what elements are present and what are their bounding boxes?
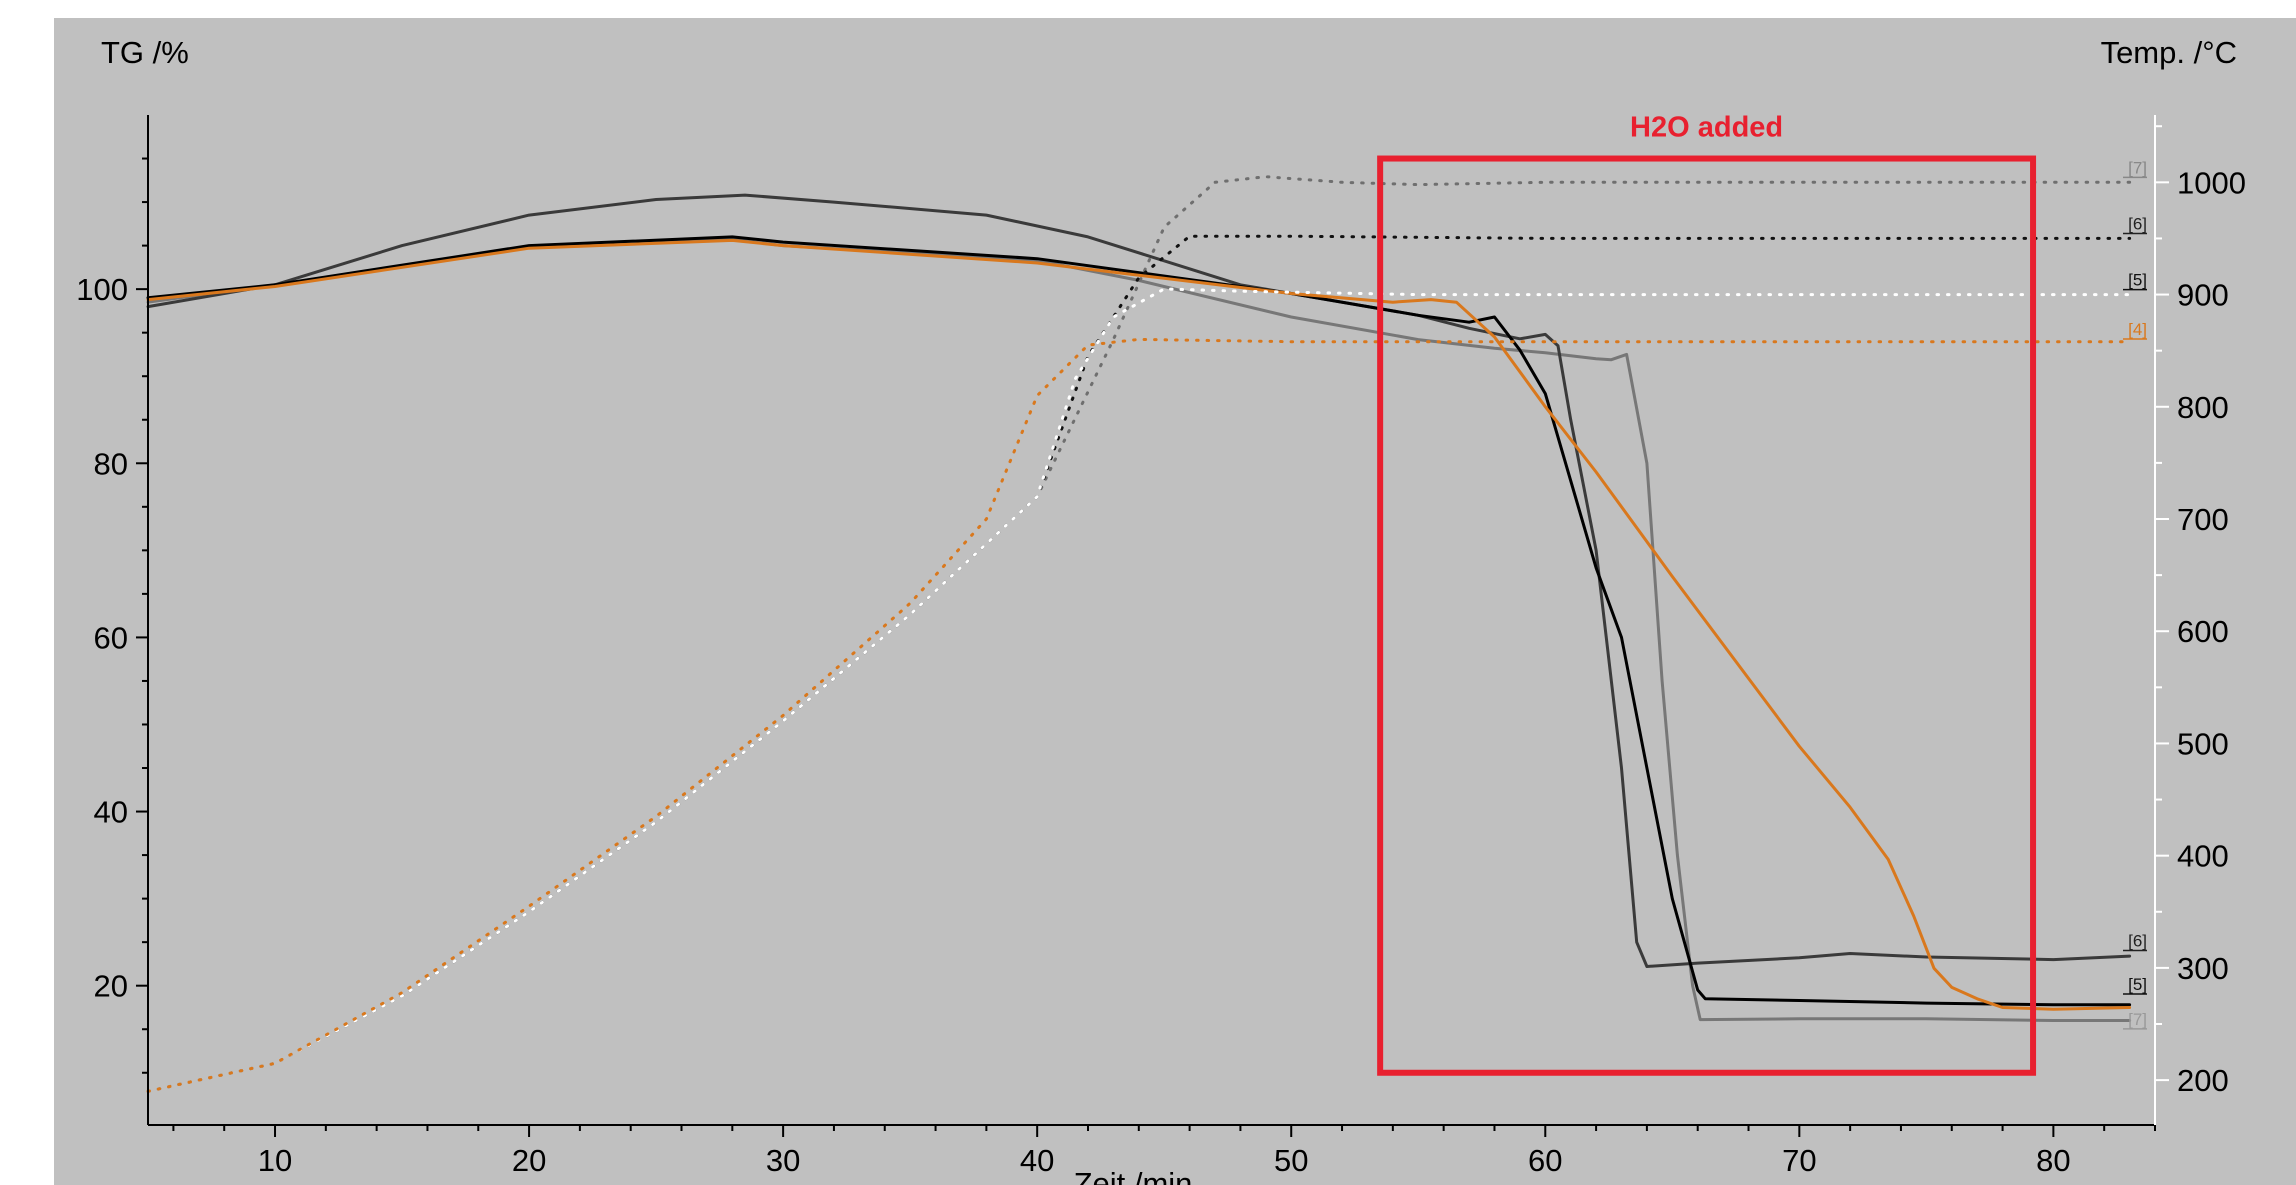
bottom-axis-ticks: 10 20 30 40 50 60 70 80 — [172, 1125, 2156, 1178]
x-tick-label: 30 — [766, 1143, 800, 1178]
y-right-tick-label: 500 — [2177, 726, 2229, 761]
series-line-tg-2 — [146, 235, 2132, 1007]
x-tick-label: 70 — [1782, 1143, 1816, 1178]
y-left-axis-title: TG /% — [101, 35, 189, 70]
x-axis-title: Zeit /min — [1074, 1166, 1193, 1185]
y-right-tick-label: 200 — [2177, 1063, 2229, 1098]
annotation-layer: H2O added — [1377, 112, 2037, 1076]
y-right-tick-label: 700 — [2177, 502, 2229, 537]
y-right-tick-label: 600 — [2177, 614, 2229, 649]
x-tick-label: 50 — [1274, 1143, 1308, 1178]
y-left-tick-label: 60 — [94, 620, 128, 655]
y-left-tick-label: 20 — [94, 969, 128, 1004]
y-right-tick-label: 800 — [2177, 390, 2229, 425]
series-line-tg-3 — [146, 238, 2132, 1011]
series-end-tag: [5] — [2128, 975, 2147, 994]
series-end-tags: [7] [6] [5] [4] [6] [5] [7] — [2123, 158, 2147, 1030]
series-line-temp-6 — [146, 287, 2132, 1093]
y-right-tick-label: 400 — [2177, 839, 2229, 874]
y-left-tick-label: 100 — [76, 272, 128, 307]
series-layer — [146, 175, 2132, 1093]
y-right-tick-label: 1000 — [2177, 165, 2246, 200]
y-left-tick-label: 80 — [94, 446, 128, 481]
y-right-axis-title: Temp. /°C — [2101, 35, 2237, 70]
series-line-temp-5 — [146, 234, 2132, 1093]
right-axis-ticks: 200 300 400 500 600 700 800 900 1000 — [2155, 125, 2246, 1098]
h2o-added-label: H2O added — [1630, 112, 1783, 144]
y-left-tick-label: 40 — [94, 795, 128, 830]
x-tick-label: 20 — [512, 1143, 546, 1178]
series-end-tag: [6] — [2128, 214, 2147, 233]
x-tick-label: 10 — [258, 1143, 292, 1178]
series-end-tag: [4] — [2128, 320, 2147, 339]
h2o-added-box — [1377, 155, 2037, 1076]
x-tick-label: 40 — [1020, 1143, 1054, 1178]
plot-background — [54, 18, 2296, 1185]
y-right-tick-label: 900 — [2177, 278, 2229, 313]
x-tick-label: 80 — [2036, 1143, 2070, 1178]
series-end-tag: [5] — [2128, 271, 2147, 290]
series-end-tag: [7] — [2128, 158, 2147, 177]
left-axis-ticks: 20 40 60 80 100 — [76, 157, 148, 1074]
y-right-tick-label: 300 — [2177, 951, 2229, 986]
x-tick-label: 60 — [1528, 1143, 1562, 1178]
series-line-tg-1 — [146, 193, 2132, 968]
series-end-tag: [6] — [2128, 932, 2147, 951]
series-end-tag: [7] — [2128, 1010, 2147, 1029]
